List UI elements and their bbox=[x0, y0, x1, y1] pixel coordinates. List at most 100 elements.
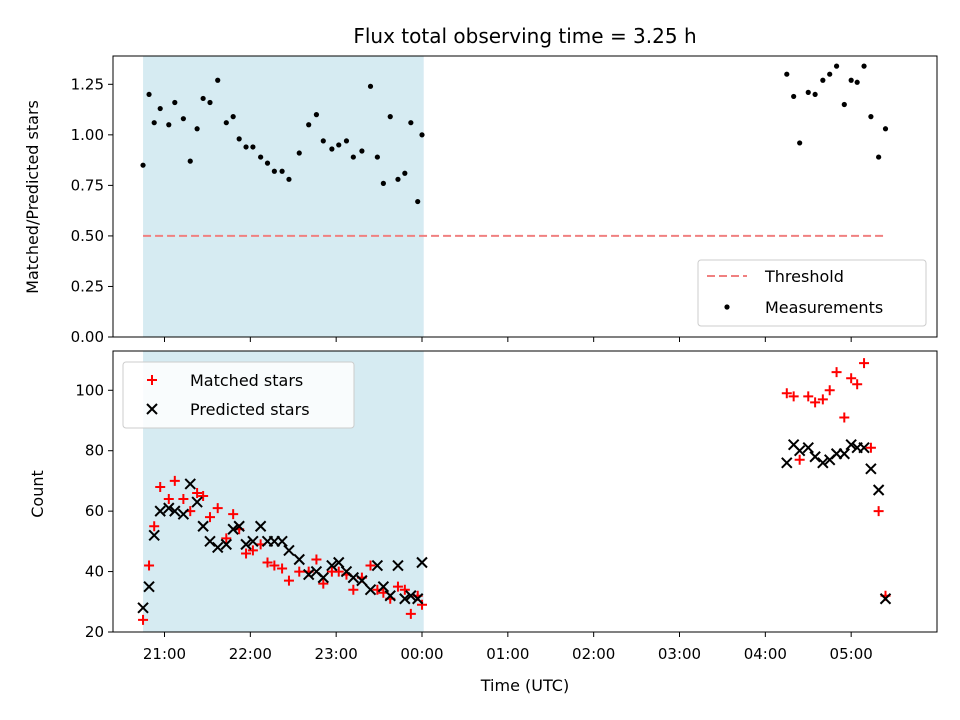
legend-threshold-label: Threshold bbox=[764, 267, 844, 286]
x-tick-label: 21:00 bbox=[143, 645, 186, 663]
y-tick-label: 1.00 bbox=[71, 126, 104, 144]
predicted-star-point bbox=[356, 574, 368, 587]
measurement-point bbox=[215, 77, 221, 83]
predicted-star-point bbox=[872, 484, 885, 496]
matched-star-point bbox=[198, 491, 209, 502]
ratio-y-axis-label: Matched/Predicted stars bbox=[23, 100, 42, 294]
matched-star-point bbox=[144, 560, 155, 571]
matched-star-point bbox=[311, 554, 322, 565]
legend-predicted-label: Predicted stars bbox=[190, 400, 310, 419]
matched-star-point bbox=[817, 394, 828, 405]
measurement-point bbox=[172, 99, 178, 106]
x-tick-label: 04:00 bbox=[744, 645, 787, 663]
measurement-point bbox=[230, 114, 236, 120]
measurement-point bbox=[784, 71, 790, 77]
measurement-point bbox=[380, 180, 386, 186]
measurement-point bbox=[827, 71, 833, 77]
predicted-star-point bbox=[204, 535, 216, 548]
predicted-star-point bbox=[276, 535, 288, 548]
matched-star-point bbox=[399, 584, 410, 595]
predicted-star-point bbox=[326, 559, 338, 572]
count-panel: 20 40 60 80 100 Matched stars Predicted stars bbox=[75, 350, 938, 641]
measurement-point bbox=[223, 120, 229, 126]
matched-star-point bbox=[831, 367, 842, 378]
measurement-point bbox=[868, 114, 874, 120]
predicted-star-point bbox=[212, 541, 224, 554]
predicted-star-point bbox=[233, 520, 245, 532]
predicted-star-point bbox=[838, 448, 851, 460]
measurement-point bbox=[146, 91, 152, 98]
predicted-star-point bbox=[793, 445, 806, 457]
matched-star-point bbox=[294, 566, 305, 577]
predicted-star-point bbox=[148, 529, 160, 542]
predicted-star-point bbox=[858, 441, 870, 454]
measurement-point bbox=[882, 126, 889, 132]
legend-measurements-label: Measurements bbox=[765, 298, 883, 317]
ratio-panel: 0.00 0.25 0.50 0.75 1.00 1.25 Threshold Measure… bbox=[71, 55, 938, 346]
matched-star-point bbox=[788, 391, 799, 402]
predicted-star-point bbox=[293, 553, 305, 566]
predicted-star-point bbox=[364, 583, 377, 596]
matched-star-point bbox=[192, 488, 203, 499]
measurement-point bbox=[313, 112, 320, 118]
measurement-point bbox=[408, 120, 414, 126]
measurement-point bbox=[812, 91, 818, 98]
matched-star-point bbox=[852, 379, 863, 390]
matched-star-point bbox=[163, 494, 174, 505]
measurement-point bbox=[296, 150, 302, 156]
x-tick-label: 00:00 bbox=[400, 645, 443, 663]
predicted-star-point bbox=[227, 523, 239, 535]
predicted-star-point bbox=[254, 520, 267, 532]
matched-star-point bbox=[417, 599, 427, 610]
matched-star-point bbox=[178, 494, 189, 505]
measurement-point bbox=[236, 136, 242, 142]
predicted-star-point bbox=[169, 505, 181, 517]
matched-star-point bbox=[873, 506, 884, 517]
y-tick-label: 0.50 bbox=[71, 227, 104, 245]
matched-star-point bbox=[392, 581, 403, 592]
measurement-point bbox=[271, 168, 277, 174]
predicted-star-point bbox=[879, 593, 892, 605]
measurement-point bbox=[841, 101, 847, 108]
measurement-point bbox=[306, 122, 312, 128]
predicted-star-point bbox=[371, 559, 384, 572]
measurement-point bbox=[187, 158, 193, 164]
matched-star-point bbox=[803, 391, 814, 402]
y-tick-label: 0.00 bbox=[71, 328, 104, 346]
matched-star-point bbox=[810, 397, 821, 408]
x-tick-label: 02:00 bbox=[572, 645, 615, 663]
predicted-star-point bbox=[163, 502, 175, 514]
predicted-star-point bbox=[333, 556, 345, 569]
y-tick-label: 20 bbox=[85, 623, 104, 641]
predicted-star-point bbox=[347, 571, 360, 584]
predicted-star-point bbox=[240, 538, 252, 551]
predicted-star-point bbox=[392, 559, 404, 572]
measurement-point bbox=[250, 144, 256, 150]
measurement-point bbox=[180, 116, 186, 122]
predicted-star-point bbox=[283, 544, 295, 557]
measurement-point bbox=[395, 176, 401, 182]
predicted-star-point bbox=[302, 568, 315, 581]
matched-star-point bbox=[865, 442, 876, 453]
measurement-point bbox=[848, 77, 854, 83]
predicted-star-point bbox=[154, 505, 166, 517]
count-y-axis-label: Count bbox=[28, 470, 47, 518]
measurement-point bbox=[343, 138, 350, 144]
matched-star-point bbox=[283, 575, 294, 586]
matched-star-point bbox=[155, 481, 166, 492]
measurement-point bbox=[286, 176, 292, 182]
matched-star-point bbox=[149, 521, 160, 532]
predicted-star-point bbox=[412, 593, 424, 605]
predicted-star-point bbox=[817, 457, 829, 469]
predicted-star-point bbox=[416, 556, 428, 569]
ratio-legend: Threshold Measurements bbox=[697, 259, 927, 327]
legend-predicted-swatch bbox=[146, 403, 158, 415]
x-tick-label: 03:00 bbox=[658, 645, 701, 663]
matched-star-point bbox=[365, 560, 376, 571]
measurement-point bbox=[258, 154, 264, 160]
measurement-point bbox=[140, 162, 146, 168]
predicted-star-point bbox=[317, 571, 329, 584]
count-legend: Matched stars Predicted stars bbox=[122, 361, 355, 429]
measurement-point bbox=[861, 63, 867, 69]
